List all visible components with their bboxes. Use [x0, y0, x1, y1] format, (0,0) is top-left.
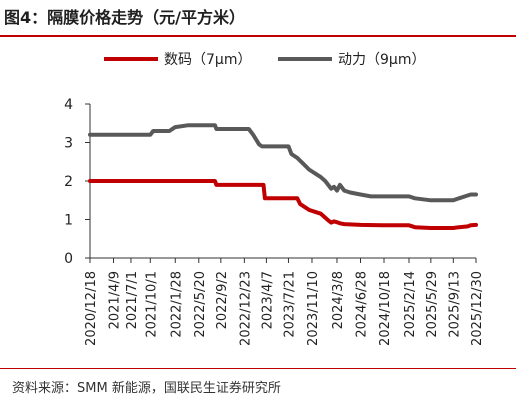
- y-tick-label: 1: [64, 213, 73, 229]
- legend: 数码（7μm） 动力（9μm）: [0, 48, 516, 70]
- series-line-digital: [88, 179, 478, 230]
- series-line-power: [88, 123, 478, 203]
- y-tick-label: 0: [64, 251, 73, 267]
- x-tick-label: 2025/12/30: [470, 271, 485, 346]
- legend-swatch-digital: [104, 57, 158, 61]
- source-note-bar: 资料来源：SMM 新能源，国联民生证券研究所: [0, 368, 516, 404]
- chart-title: 图4：隔膜价格走势（元/平方米）: [4, 8, 245, 27]
- legend-item-digital: 数码（7μm）: [104, 48, 251, 70]
- x-tick-label: 2024/3/8: [331, 271, 346, 329]
- y-tick-label: 4: [64, 97, 73, 113]
- legend-label-power: 动力（9μm）: [338, 52, 426, 68]
- x-tick-label: 2024/10/18: [378, 271, 393, 346]
- source-note: 资料来源：SMM 新能源，国联民生证券研究所: [12, 381, 281, 396]
- x-tick-label: 2021/10/1: [144, 271, 159, 338]
- x-tick-label: 2023/11/10: [306, 271, 321, 346]
- x-tick-label: 2022/1/28: [169, 271, 184, 338]
- legend-label-digital: 数码（7μm）: [164, 52, 252, 68]
- x-tick-label: 2020/12/18: [84, 271, 99, 346]
- line-chart: 0 1 2 3 4 2020/12/18 2021/4/9 2021/7/1 2021/10/1…: [64, 97, 485, 346]
- x-tick-label: 2022/5/20: [193, 271, 208, 338]
- x-tick-label: 2025/5/29: [425, 271, 440, 338]
- y-tick-label: 3: [64, 136, 73, 152]
- x-tick-label: 2025/9/13: [447, 271, 462, 338]
- x-tick-label: 2022/9/2: [215, 271, 230, 329]
- y-tick-label: 2: [64, 174, 73, 190]
- x-tick-label: 2022/12/23: [238, 271, 253, 346]
- legend-swatch-power: [278, 57, 332, 61]
- legend-item-power: 动力（9μm）: [278, 48, 425, 70]
- x-tick-label: 2021/7/1: [125, 271, 140, 329]
- x-tick-label: 2023/4/7: [260, 271, 275, 329]
- x-tick-label: 2024/6/28: [354, 271, 369, 338]
- x-tick-label: 2023/7/21: [282, 271, 297, 338]
- x-tick-label: 2025/2/14: [403, 271, 418, 338]
- x-tick-label: 2021/4/9: [108, 271, 123, 329]
- title-divider: [0, 35, 516, 37]
